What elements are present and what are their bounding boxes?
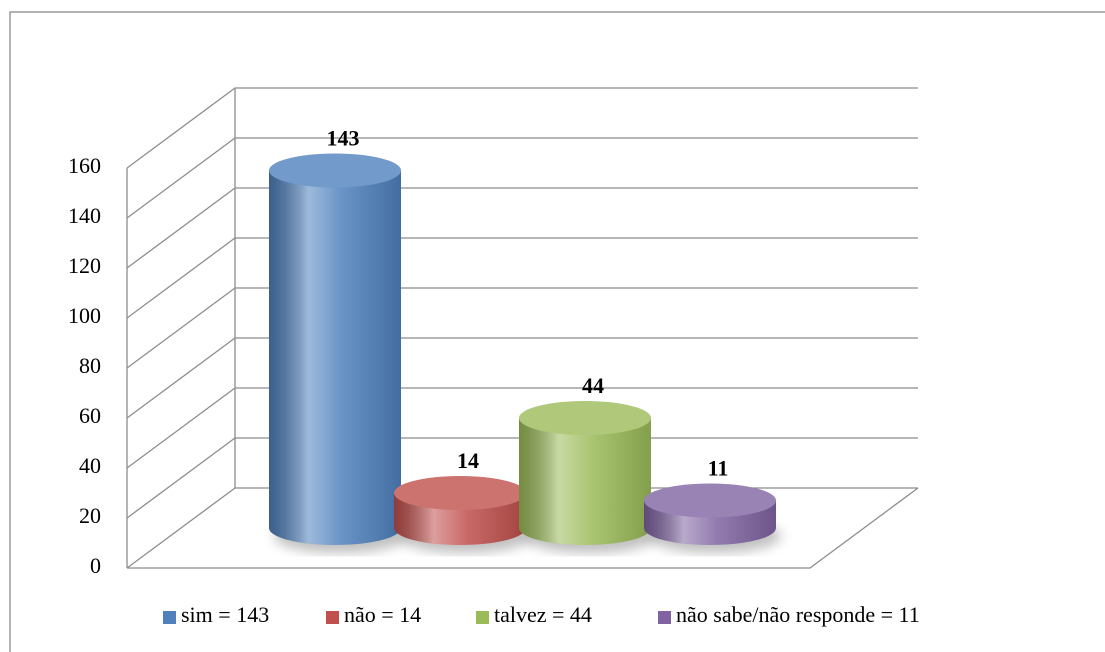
y-tick-label: 40 [79, 453, 101, 478]
y-tick-label: 20 [79, 503, 101, 528]
grid-line [126, 237, 918, 319]
legend-swatch [476, 611, 489, 624]
legend-label: não sabe/não responde = 11 [676, 602, 920, 627]
grid-line [126, 87, 918, 169]
grid-line [126, 337, 918, 419]
bar-top [644, 483, 776, 518]
value-label: 11 [708, 456, 729, 481]
grid-line [126, 437, 918, 519]
y-tick-label: 80 [79, 353, 101, 378]
bar-top-shine [269, 153, 401, 188]
bar-shine [519, 418, 651, 545]
chart-frame [9, 11, 1105, 652]
legend-label: sim = 143 [181, 602, 269, 627]
y-tick-label: 60 [79, 403, 101, 428]
bar-top-shine [394, 476, 526, 510]
bar-top-shine [644, 483, 776, 518]
y-tick-label: 140 [68, 203, 101, 228]
bar-top [269, 153, 401, 188]
value-label: 44 [582, 373, 604, 398]
y-tick-label: 120 [68, 253, 101, 278]
bar-top-shine [519, 401, 651, 435]
legend-label: não = 14 [344, 602, 421, 627]
grid-line [126, 387, 918, 469]
floor [127, 487, 919, 569]
bar-shine [269, 170, 401, 545]
grid-line [126, 137, 918, 219]
y-tick-label: 160 [68, 153, 101, 178]
legend-swatch [658, 611, 671, 624]
bar-top [519, 401, 651, 435]
grid-line [126, 187, 918, 269]
value-label: 14 [457, 448, 479, 473]
y-tick-label: 0 [90, 553, 101, 578]
y-tick-label: 100 [68, 303, 101, 328]
bar-top [394, 476, 526, 510]
legend-swatch [163, 611, 176, 624]
grid-line [126, 287, 918, 369]
legend-swatch [326, 611, 339, 624]
value-label: 143 [327, 126, 360, 151]
legend-label: talvez = 44 [494, 602, 592, 627]
